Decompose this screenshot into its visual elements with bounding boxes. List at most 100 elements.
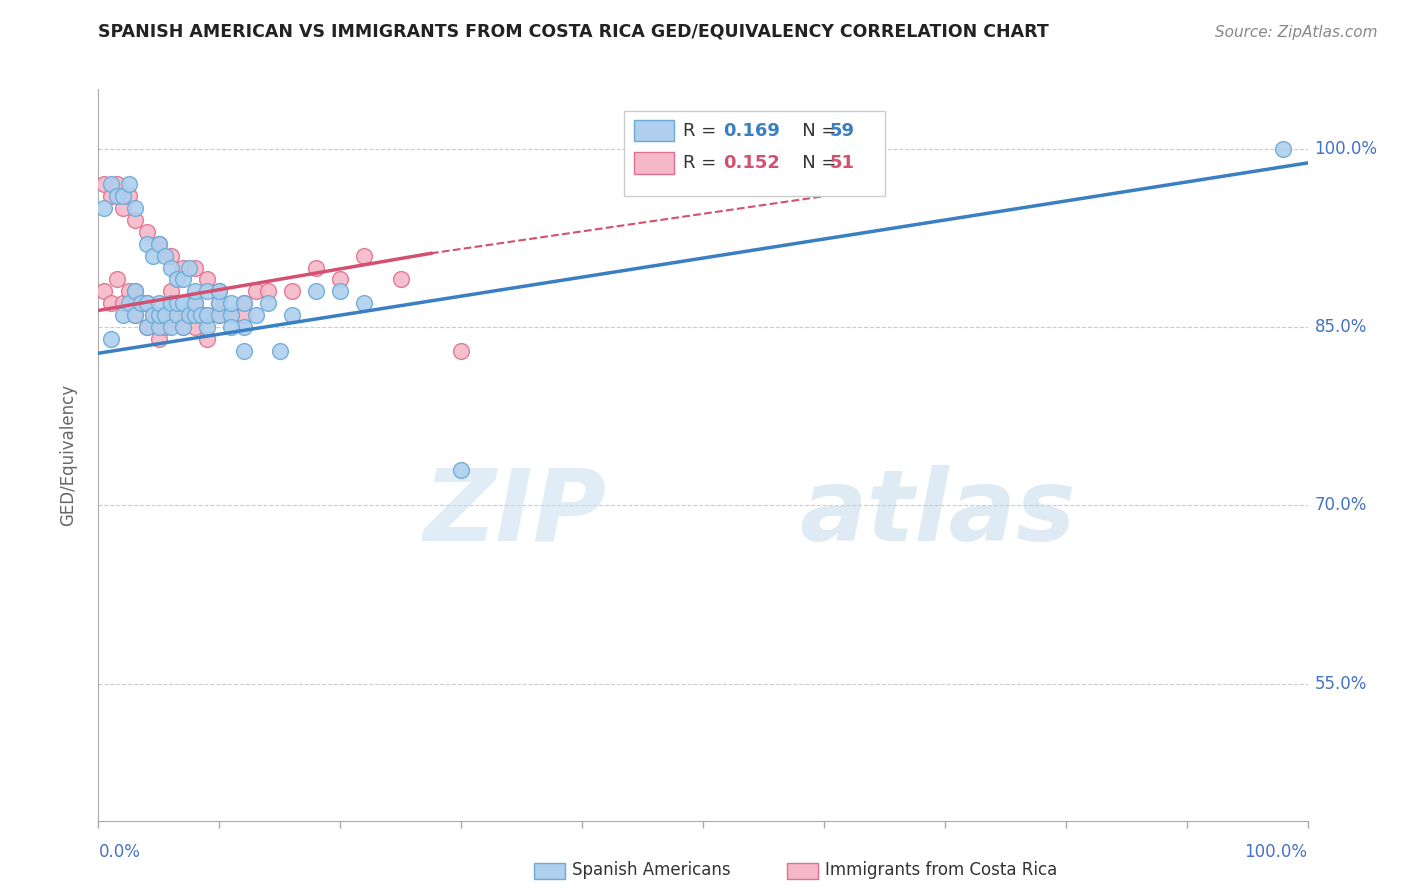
Point <box>160 249 183 263</box>
Point <box>172 320 194 334</box>
Point <box>177 260 201 275</box>
Point <box>129 296 152 310</box>
Text: SPANISH AMERICAN VS IMMIGRANTS FROM COSTA RICA GED/EQUIVALENCY CORRELATION CHART: SPANISH AMERICAN VS IMMIGRANTS FROM COST… <box>98 22 1049 40</box>
Point <box>148 236 170 251</box>
Point <box>184 260 207 275</box>
Point <box>232 308 254 322</box>
Point <box>166 308 188 322</box>
Point <box>353 249 375 263</box>
Text: 55.0%: 55.0% <box>1315 675 1367 693</box>
Point <box>100 178 122 192</box>
Point <box>305 285 328 299</box>
Point <box>153 308 176 322</box>
Point <box>184 308 207 322</box>
Point <box>190 308 212 322</box>
Y-axis label: GED/Equivalency: GED/Equivalency <box>59 384 77 526</box>
Point <box>256 296 278 310</box>
Point <box>221 308 243 322</box>
Point <box>100 189 122 203</box>
Text: 51: 51 <box>830 154 855 172</box>
Point <box>245 308 267 322</box>
Point <box>221 308 243 322</box>
Point <box>281 285 304 299</box>
Point <box>118 189 141 203</box>
Text: R =: R = <box>683 122 723 140</box>
Point <box>124 213 146 227</box>
Point <box>160 296 183 310</box>
Point <box>148 320 170 334</box>
Point <box>195 308 218 322</box>
Point <box>389 272 412 286</box>
Point <box>148 308 170 322</box>
Point <box>160 260 183 275</box>
Point <box>148 332 170 346</box>
Point <box>353 296 375 310</box>
Point <box>118 178 141 192</box>
Point <box>111 296 134 310</box>
Text: 0.152: 0.152 <box>723 154 780 172</box>
Point <box>166 296 188 310</box>
Point <box>105 272 128 286</box>
Text: 85.0%: 85.0% <box>1315 318 1367 336</box>
Point <box>184 285 207 299</box>
Point <box>111 189 134 203</box>
Point <box>135 320 157 334</box>
Text: Source: ZipAtlas.com: Source: ZipAtlas.com <box>1215 25 1378 40</box>
Point <box>118 285 141 299</box>
Point <box>111 201 134 215</box>
Point <box>111 308 134 322</box>
Point <box>172 296 194 310</box>
Point <box>172 272 194 286</box>
Point <box>160 320 183 334</box>
Point <box>124 308 146 322</box>
Point <box>172 320 194 334</box>
Point <box>177 308 201 322</box>
Point <box>124 285 146 299</box>
Point <box>148 296 170 310</box>
Text: 0.0%: 0.0% <box>98 843 141 861</box>
Point <box>148 236 170 251</box>
Point <box>256 285 278 299</box>
Point <box>135 296 157 310</box>
Point <box>100 332 122 346</box>
Text: Immigrants from Costa Rica: Immigrants from Costa Rica <box>825 861 1057 879</box>
Text: 59: 59 <box>830 122 855 140</box>
Point <box>195 308 218 322</box>
Point <box>135 296 157 310</box>
Point <box>195 332 218 346</box>
Point <box>208 296 231 310</box>
Point <box>135 225 157 239</box>
Point <box>195 272 218 286</box>
Text: atlas: atlas <box>800 465 1076 562</box>
Point <box>195 285 218 299</box>
Point <box>105 189 128 203</box>
Point <box>232 296 254 310</box>
Point <box>93 178 115 192</box>
Point <box>232 343 254 358</box>
Point <box>329 285 352 299</box>
Point <box>177 308 201 322</box>
Point <box>184 296 207 310</box>
Text: N =: N = <box>785 122 842 140</box>
Point <box>153 249 176 263</box>
Point <box>153 320 176 334</box>
Point <box>245 285 267 299</box>
Point <box>100 296 122 310</box>
Text: 100.0%: 100.0% <box>1244 843 1308 861</box>
Text: Spanish Americans: Spanish Americans <box>572 861 731 879</box>
Point <box>281 308 304 322</box>
Point <box>105 178 128 192</box>
Point <box>172 296 194 310</box>
Point <box>184 296 207 310</box>
Text: N =: N = <box>785 154 842 172</box>
Text: 70.0%: 70.0% <box>1315 497 1367 515</box>
Text: 100.0%: 100.0% <box>1315 140 1378 158</box>
Point <box>160 308 183 322</box>
Point <box>221 296 243 310</box>
Point <box>195 320 218 334</box>
Point <box>135 236 157 251</box>
Text: R =: R = <box>683 154 723 172</box>
Point <box>142 249 165 263</box>
Point <box>208 308 231 322</box>
Point <box>208 308 231 322</box>
